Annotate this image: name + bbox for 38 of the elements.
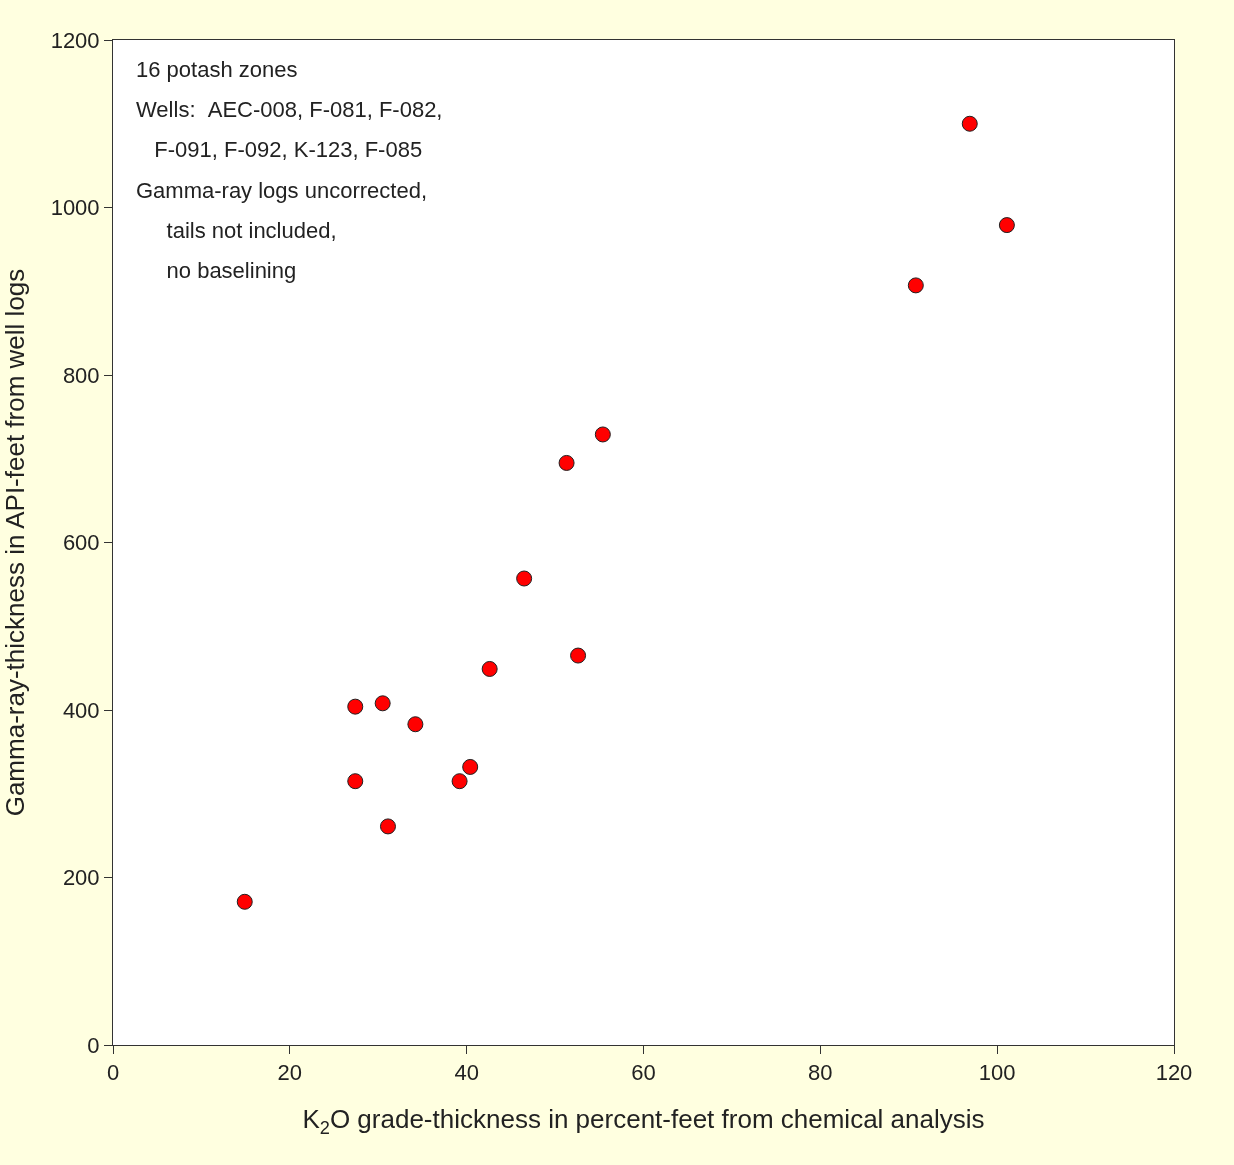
annotation: 16 potash zones [136, 57, 298, 82]
y-tick-label: 1200 [50, 27, 100, 53]
y-axis-title: Gamma-ray-thickness in API-feet from well logs [0, 268, 30, 817]
y-tick-label: 600 [62, 530, 100, 556]
annotation: F-091, F-092, K-123, F-085 [136, 137, 423, 162]
y-tick-label: 200 [62, 865, 100, 891]
point [998, 217, 1015, 234]
x-tick-label: 0 [106, 1060, 120, 1086]
annotation: no baselining [136, 258, 297, 283]
point [907, 277, 924, 294]
x-tick-label: 40 [454, 1060, 479, 1086]
point [462, 758, 479, 775]
point [451, 773, 468, 790]
point [961, 115, 978, 132]
point [558, 454, 575, 471]
x-axis-title: K$_{2}$O grade-thickness in percent-feet from chemical analysis [302, 1104, 985, 1138]
x-tick-label: 120 [1155, 1060, 1193, 1086]
y-tick-label: 400 [62, 697, 100, 723]
point [347, 698, 364, 715]
point [407, 716, 424, 733]
y-tick-label: 1000 [50, 195, 100, 221]
y-tick-label: 800 [62, 362, 100, 388]
point [374, 695, 391, 712]
annotation: Gamma-ray logs uncorrected, [136, 178, 427, 203]
point [347, 773, 364, 790]
x-tick-label: 80 [808, 1060, 833, 1086]
x-tick-label: 20 [277, 1060, 303, 1086]
point [570, 647, 587, 664]
point [379, 818, 396, 835]
annotation: tails not included, [136, 218, 337, 243]
y-tick-label: 0 [87, 1032, 100, 1058]
point [481, 660, 498, 677]
point [594, 426, 611, 443]
x-tick-label: 60 [631, 1060, 656, 1086]
point [236, 893, 253, 910]
annotation: Wells: AEC-008, F-081, F-082, [136, 97, 443, 122]
point [516, 570, 533, 587]
x-tick-label: 100 [978, 1060, 1016, 1086]
